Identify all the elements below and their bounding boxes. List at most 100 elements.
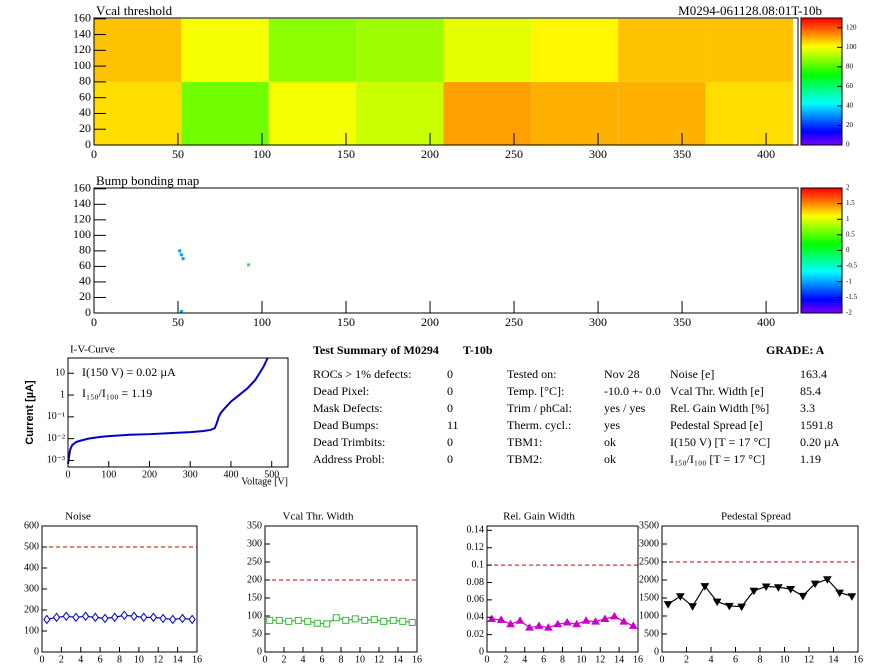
x-tick-label: 0 (66, 469, 71, 480)
series-marker (798, 592, 808, 601)
colorbar-strip (801, 113, 842, 116)
colorbar-strip (801, 119, 842, 123)
chart-title: Bump bonding map (96, 173, 199, 188)
colorbar-strip (801, 258, 842, 262)
series-marker (111, 612, 119, 623)
colorbar-tick-label: -1 (846, 277, 852, 285)
y-tick-label: 50 (252, 628, 262, 639)
y-tick-label: 0.06 (467, 594, 485, 605)
series-marker (389, 616, 397, 624)
y-tick-label: 1500 (639, 592, 659, 603)
series-marker (62, 611, 70, 622)
x-axis-label: Voltage [V] (241, 476, 288, 487)
y-tick-label: 150 (247, 592, 262, 603)
x-tick-label: 16 (192, 654, 202, 665)
colorbar-tick-label: 20 (846, 121, 854, 129)
series-marker (737, 603, 746, 612)
colorbar-strip (801, 294, 842, 297)
heatmap-cell (181, 81, 269, 145)
colorbar-strip (801, 62, 842, 66)
summary-label: Rel. Gain Width [%] (670, 401, 769, 415)
colorbar-strip (801, 73, 842, 76)
colorbar-strip (801, 92, 842, 95)
x-tick-label: 12 (153, 654, 163, 665)
series-marker (351, 615, 359, 623)
colorbar-strip (801, 134, 842, 138)
x-tick-label: 6 (541, 654, 546, 665)
series-marker (600, 614, 610, 622)
x-tick-label: 100 (253, 147, 271, 161)
summary-label: Pedestal Spread [e] (670, 418, 763, 432)
colorbar-strip (801, 202, 842, 206)
x-tick-label: 0 (263, 654, 268, 665)
x-tick-label: 150 (337, 315, 355, 329)
y-tick-label: 160 (73, 181, 91, 195)
x-tick-label: 2 (684, 654, 689, 665)
colorbar-tick-label: 120 (846, 23, 857, 31)
y-tick-label: 60 (79, 258, 91, 272)
x-tick-label: 250 (505, 315, 523, 329)
y-tick-label: 0 (85, 137, 91, 151)
series-marker (313, 619, 321, 627)
y-tick-label: 80 (79, 243, 91, 257)
y-tick-label: 100 (73, 227, 91, 241)
colorbar-strip (801, 45, 842, 49)
x-tick-label: 0 (485, 654, 490, 665)
colorbar-tick-label: 1.5 (846, 199, 855, 207)
chart-title: I-V-Curve (70, 344, 115, 356)
y-axis-label: Current [µA] (24, 380, 36, 445)
colorbar-strip (801, 106, 842, 110)
series-marker (159, 613, 167, 624)
colorbar-tick-label: -1.5 (846, 293, 858, 301)
series-marker (515, 616, 525, 624)
annotation: I(150 V) = 0.02 µA (82, 365, 176, 379)
summary-value: 3.3 (800, 401, 815, 415)
series-marker (749, 587, 759, 596)
colorbar-strip (801, 196, 842, 199)
summary-value: 0 (447, 401, 453, 415)
colorbar-strip (801, 244, 842, 247)
colorbar-strip (801, 94, 842, 97)
series-marker (370, 616, 378, 624)
series-marker (619, 617, 629, 625)
series-marker (342, 616, 350, 624)
colorbar-strip (801, 100, 842, 104)
series-marker (712, 598, 722, 607)
y-tick-label: 60 (79, 89, 91, 103)
series-marker (294, 616, 302, 624)
y-tick-label: 300 (24, 583, 39, 594)
colorbar-strip (801, 252, 842, 256)
y-tick-label: 100 (247, 610, 262, 621)
colorbar-strip (801, 267, 842, 270)
summary-label: Temp. [°C]: (507, 384, 564, 398)
colorbar-frame (800, 17, 843, 146)
colorbar-strip (801, 235, 842, 239)
y-tick-label: 3500 (639, 520, 659, 531)
x-tick-label: 300 (183, 469, 198, 480)
colorbar-strip (801, 56, 842, 59)
y-tick-label: 500 (24, 541, 39, 552)
colorbar-strip (801, 49, 842, 53)
x-tick-label: 10 (576, 654, 586, 665)
y-tick-label: 0.1 (472, 559, 485, 570)
x-tick-label: 12 (595, 654, 605, 665)
colorbar-strip (801, 275, 842, 279)
y-tick-label: 2500 (639, 556, 659, 567)
x-tick-label: 14 (829, 654, 839, 665)
x-tick-label: 14 (614, 654, 624, 665)
colorbar-tick-label: 0.5 (846, 230, 855, 238)
y-tick-label: 100 (73, 58, 91, 72)
colorbar-strip (801, 250, 842, 254)
series-marker (591, 617, 600, 625)
colorbar-strip (801, 102, 842, 106)
x-tick-label: 200 (142, 469, 157, 480)
x-tick-label: 0 (660, 654, 665, 665)
x-tick-label: 2 (59, 654, 64, 665)
colorbar-strip (801, 227, 842, 231)
y-tick-label: 20 (79, 121, 91, 135)
colorbar-strip (801, 140, 842, 144)
colorbar-strip (801, 136, 842, 140)
series-marker (43, 614, 51, 625)
colorbar-strip (801, 47, 842, 51)
summary-value: 11 (447, 418, 459, 432)
